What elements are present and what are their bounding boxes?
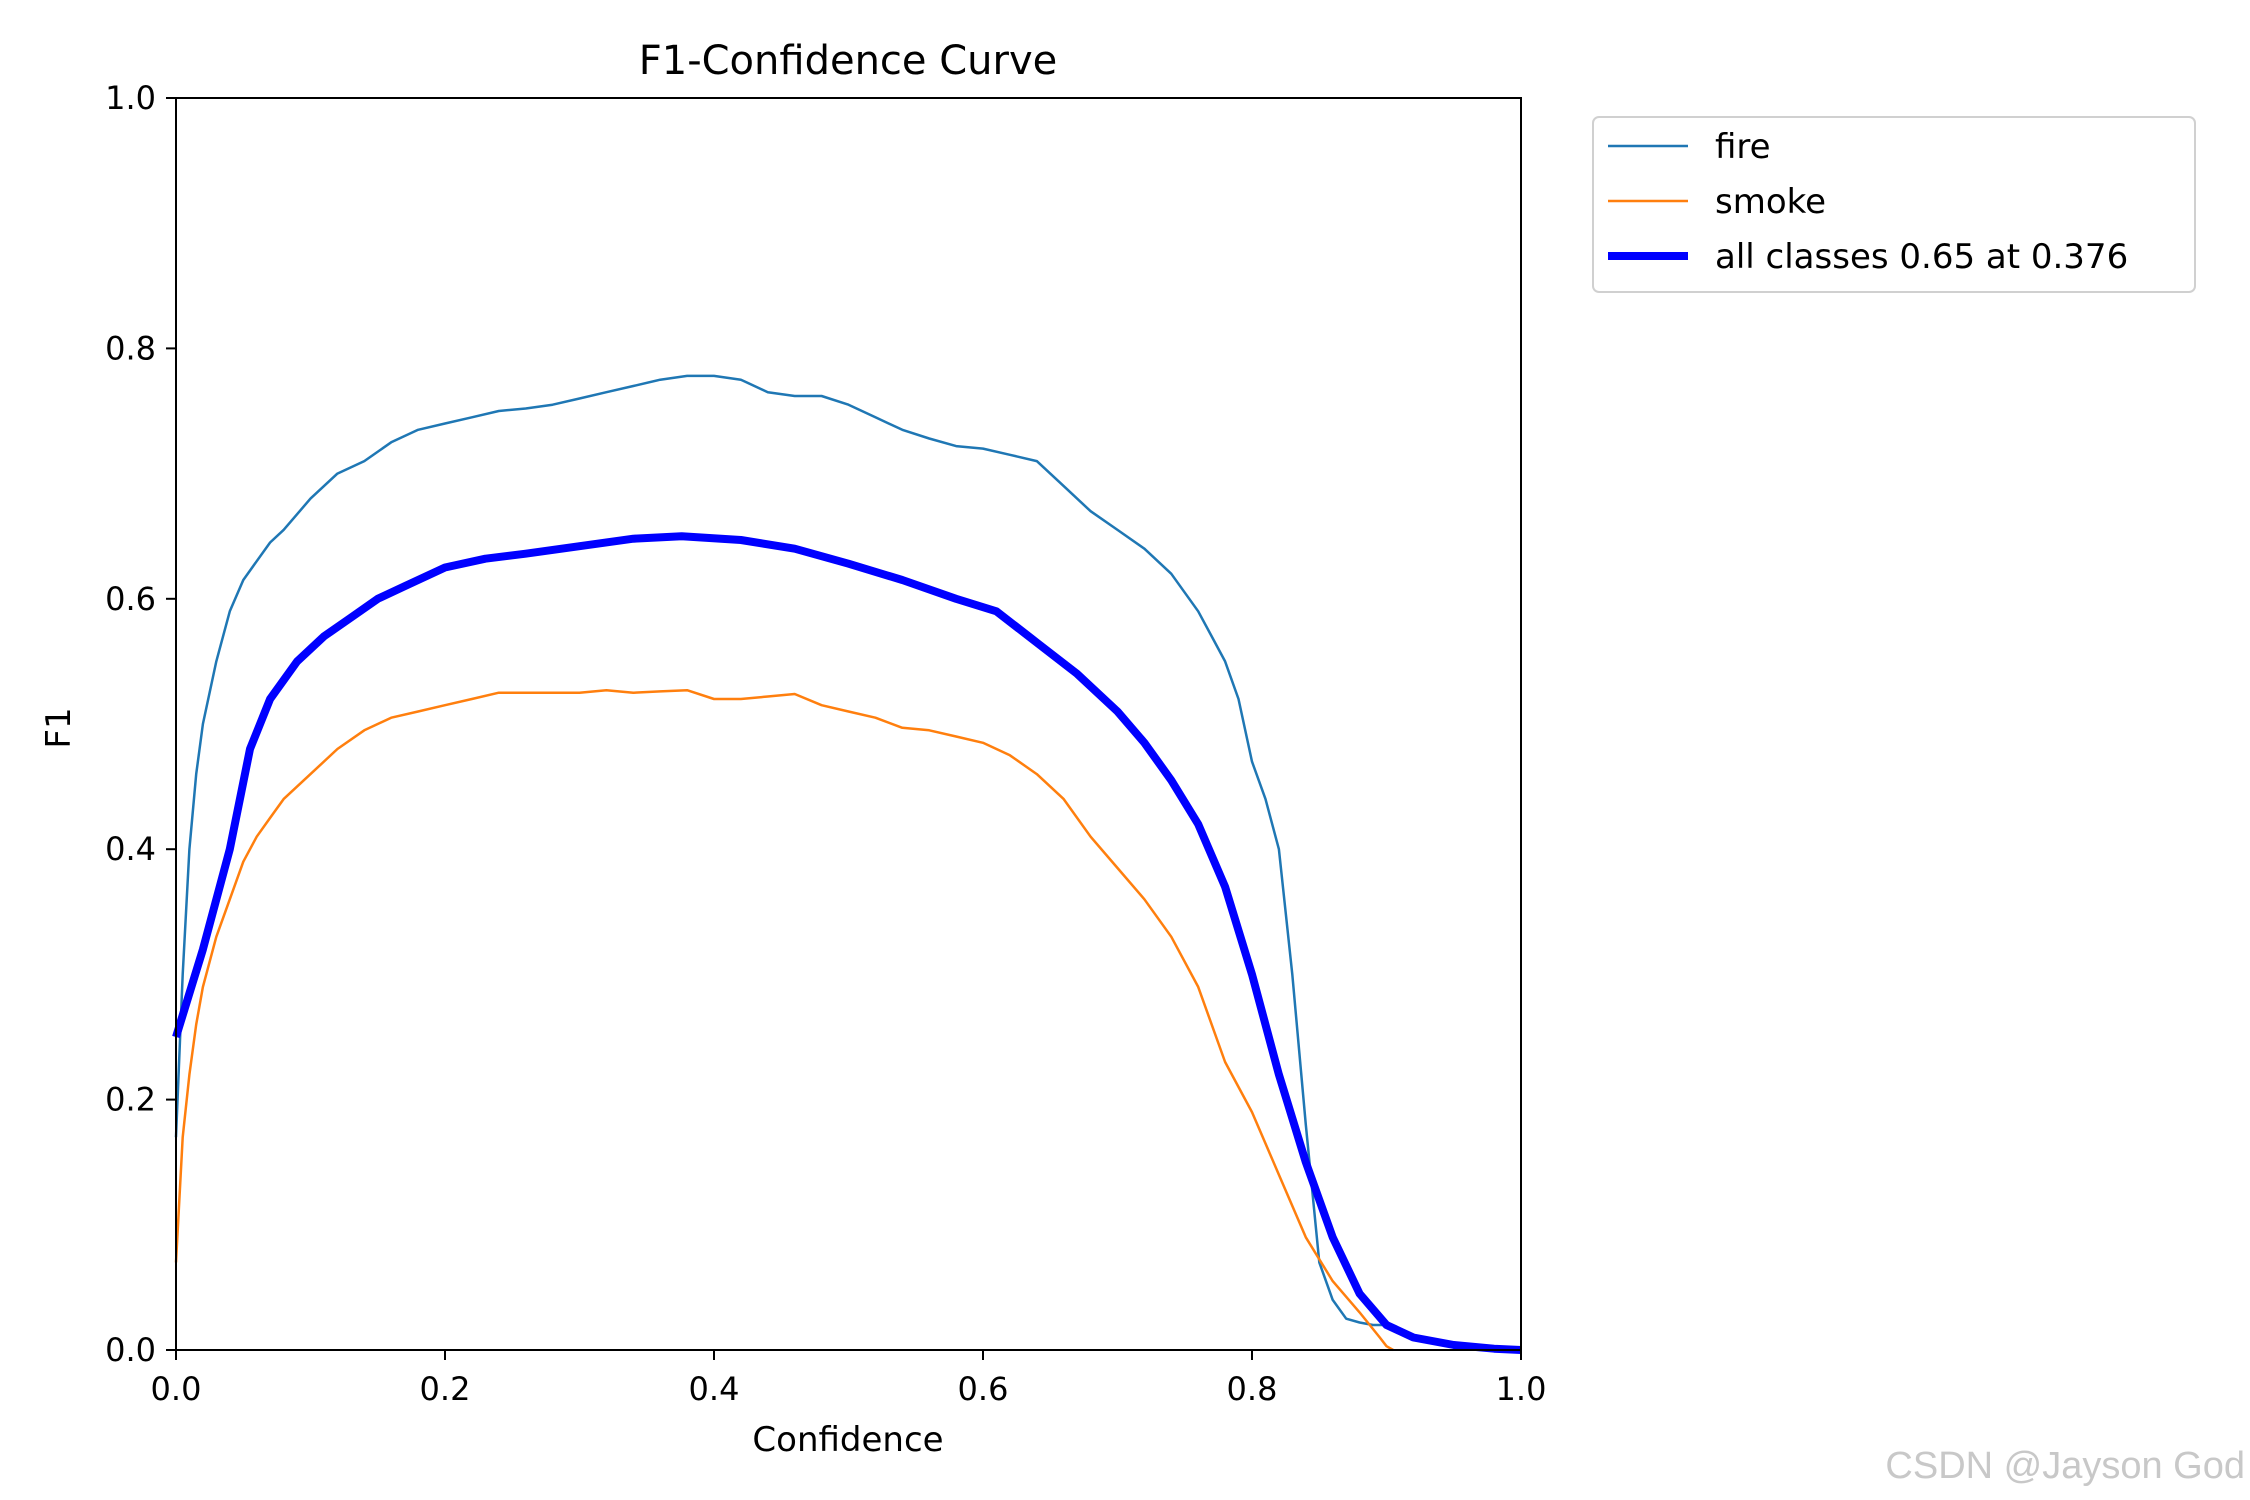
series-line-fire — [174, 374, 1387, 1327]
series-line-all — [172, 532, 1522, 1354]
watermark: CSDN @Jayson God — [1885, 1445, 2245, 1487]
legend-label-all-classes: all classes 0.65 at 0.376 — [1715, 237, 2128, 277]
y-tick-label: 0.6 — [105, 580, 156, 618]
y-tick-label: 0.4 — [105, 830, 156, 868]
ticks-layer: 0.0 0.2 0.4 0.6 0.8 1.0 0.0 0.2 0.4 0.6 0.8 1.0 — [105, 79, 1546, 1408]
x-tick-label: 0.8 — [1227, 1370, 1278, 1408]
legend-box — [1592, 116, 2196, 293]
legend-label-fire: fire — [1715, 127, 1771, 167]
chart-title: F1-Confidence Curve — [639, 38, 1058, 84]
y-tick-label: 0.2 — [105, 1081, 156, 1119]
x-tick-label: 0.6 — [958, 1370, 1009, 1408]
legend: fire smoke all classes 0.65 at 0.376 — [1592, 116, 2196, 293]
x-axis-label: Confidence — [752, 1420, 943, 1460]
legend-label-smoke: smoke — [1715, 182, 1826, 222]
y-tick-label: 0.0 — [105, 1331, 156, 1369]
y-tick-label: 0.8 — [105, 329, 156, 367]
x-tick-label: 0.0 — [151, 1370, 202, 1408]
y-tick-label: 1.0 — [105, 79, 156, 117]
series-layer — [172, 374, 1522, 1354]
x-tick-label: 1.0 — [1496, 1370, 1547, 1408]
x-tick-label: 0.2 — [420, 1370, 471, 1408]
y-axis-label: F1 — [39, 707, 79, 748]
x-tick-label: 0.4 — [689, 1370, 740, 1408]
plot-frame — [175, 97, 1522, 1351]
series-line-smoke — [174, 688, 1394, 1352]
